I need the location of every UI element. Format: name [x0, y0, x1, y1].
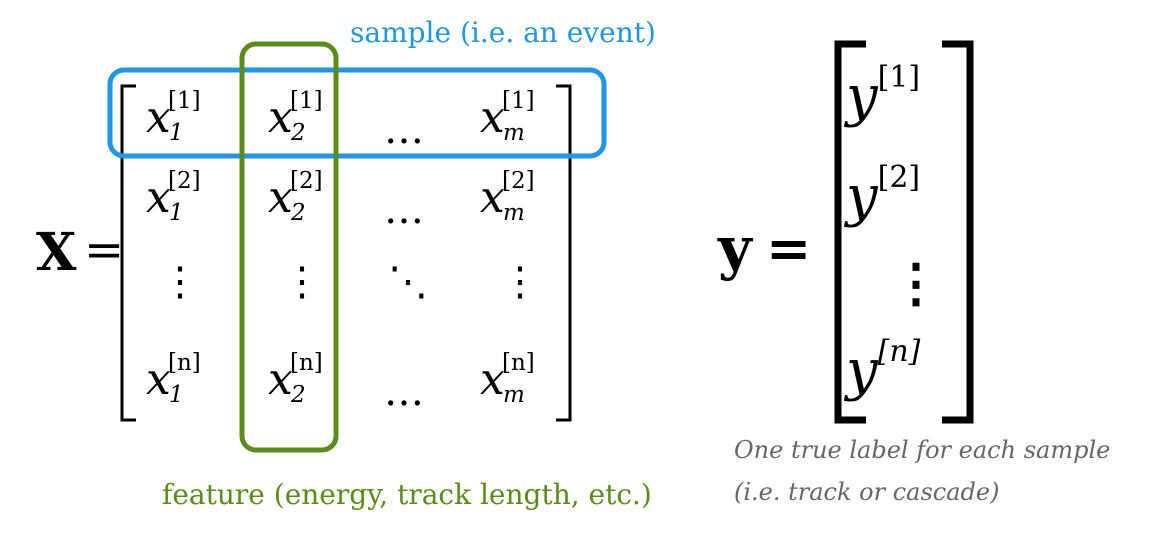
cell-base: x: [480, 354, 505, 405]
cell-subscript: m: [503, 382, 525, 408]
label-note-line-1: One true label for each sample: [734, 436, 1111, 464]
cell-subscript: 2: [291, 120, 306, 146]
x-equals-sign: =: [84, 222, 125, 278]
y-entry-1: y[1]: [846, 60, 920, 129]
cell-subscript: 1: [169, 382, 184, 408]
cell-superscript: [n]: [168, 350, 201, 376]
x-left-bracket: [120, 84, 136, 422]
sample-label: sample (i.e. an event): [350, 16, 656, 49]
cell-base: x: [268, 354, 293, 405]
cell-base: x: [480, 172, 505, 223]
sample-highlight-box: [107, 67, 607, 159]
cell-superscript: [1]: [290, 88, 323, 114]
cell-base: x: [146, 92, 171, 143]
matrix-vdots-c2: ⋮: [282, 259, 322, 305]
cell-superscript: [1]: [502, 88, 535, 114]
matrix-vdots-c1: ⋮: [160, 259, 200, 305]
matrix-hdots-rn: …: [384, 369, 424, 415]
label-note-line-2: (i.e. track or cascade): [734, 478, 1000, 506]
cell-superscript: [n]: [290, 350, 323, 376]
y-left-bracket: [834, 40, 866, 424]
y-entry-superscript: [1]: [877, 60, 921, 95]
y-entry-base: y: [846, 338, 878, 403]
y-vector-symbol: y: [718, 214, 752, 282]
y-entry-superscript: [2]: [877, 160, 921, 195]
cell-subscript: 2: [291, 200, 306, 226]
x-matrix-symbol: X: [36, 222, 77, 283]
y-right-bracket: [942, 40, 974, 424]
matrix-hdots-r1: …: [384, 107, 424, 153]
y-equals-sign: =: [766, 216, 812, 280]
cell-superscript: [1]: [168, 88, 201, 114]
cell-subscript: m: [503, 200, 525, 226]
cell-base: x: [268, 92, 293, 143]
cell-subscript: 2: [291, 382, 306, 408]
y-entry-n: y[n]: [846, 334, 920, 403]
cell-superscript: [2]: [290, 168, 323, 194]
feature-highlight-box: [239, 41, 339, 453]
x-right-bracket: [556, 84, 572, 422]
y-entry-base: y: [846, 164, 878, 229]
y-vdots: ⋮: [890, 253, 942, 314]
feature-label: feature (energy, track length, etc.): [162, 478, 652, 511]
cell-base: x: [268, 172, 293, 223]
y-entry-superscript: [n]: [877, 334, 921, 369]
cell-base: x: [480, 92, 505, 143]
cell-base: x: [146, 354, 171, 405]
matrix-vdots-cm: ⋮: [500, 259, 540, 305]
cell-superscript: [2]: [168, 168, 201, 194]
cell-subscript: 1: [169, 120, 184, 146]
cell-subscript: 1: [169, 200, 184, 226]
cell-base: x: [146, 172, 171, 223]
matrix-ddots: ⋱: [388, 259, 428, 305]
cell-superscript: [n]: [502, 350, 535, 376]
y-entry-base: y: [846, 64, 878, 129]
cell-superscript: [2]: [502, 168, 535, 194]
matrix-hdots-r2: …: [384, 187, 424, 233]
y-entry-2: y[2]: [846, 160, 920, 229]
cell-subscript: m: [503, 120, 525, 146]
